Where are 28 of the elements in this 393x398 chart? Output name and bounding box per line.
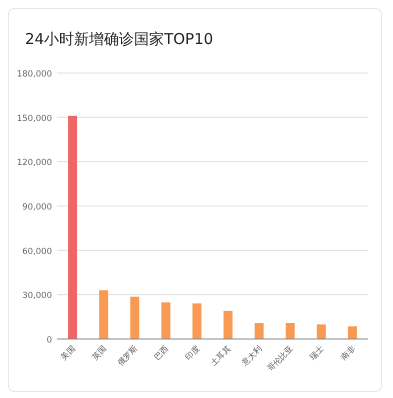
y-tick-label: 120,000 (16, 158, 52, 168)
bar (68, 116, 78, 339)
x-tick-label: 印度 (184, 344, 202, 362)
y-tick-label: 150,000 (16, 114, 52, 124)
bar (224, 310, 233, 339)
x-tick-label: 意大利 (240, 344, 264, 368)
x-tick-label: 南非 (339, 344, 357, 362)
bar (348, 326, 357, 339)
y-tick-label: 180,000 (16, 70, 52, 80)
bar (316, 324, 326, 339)
bar (161, 302, 170, 339)
x-tick-label: 哥伦比亚 (266, 344, 295, 374)
x-tick-label: 瑞士 (308, 344, 326, 362)
bar (286, 323, 295, 339)
x-tick-label: 英国 (90, 344, 108, 362)
y-tick-label: 30,000 (22, 291, 52, 302)
x-tick-label: 俄罗斯 (116, 344, 140, 368)
bar (130, 296, 140, 339)
x-tick-label: 土耳其 (209, 344, 232, 368)
x-tick-label: 美国 (59, 344, 77, 362)
bar (99, 290, 108, 339)
y-tick-label: 0 (46, 336, 52, 346)
y-tick-label: 60,000 (22, 246, 52, 257)
bar (192, 303, 202, 339)
y-tick-label: 90,000 (22, 202, 52, 212)
x-tick-label: 巴西 (152, 344, 170, 362)
bar (254, 323, 264, 339)
chart-title: 24小时新增确诊国家TOP10 (25, 30, 214, 48)
